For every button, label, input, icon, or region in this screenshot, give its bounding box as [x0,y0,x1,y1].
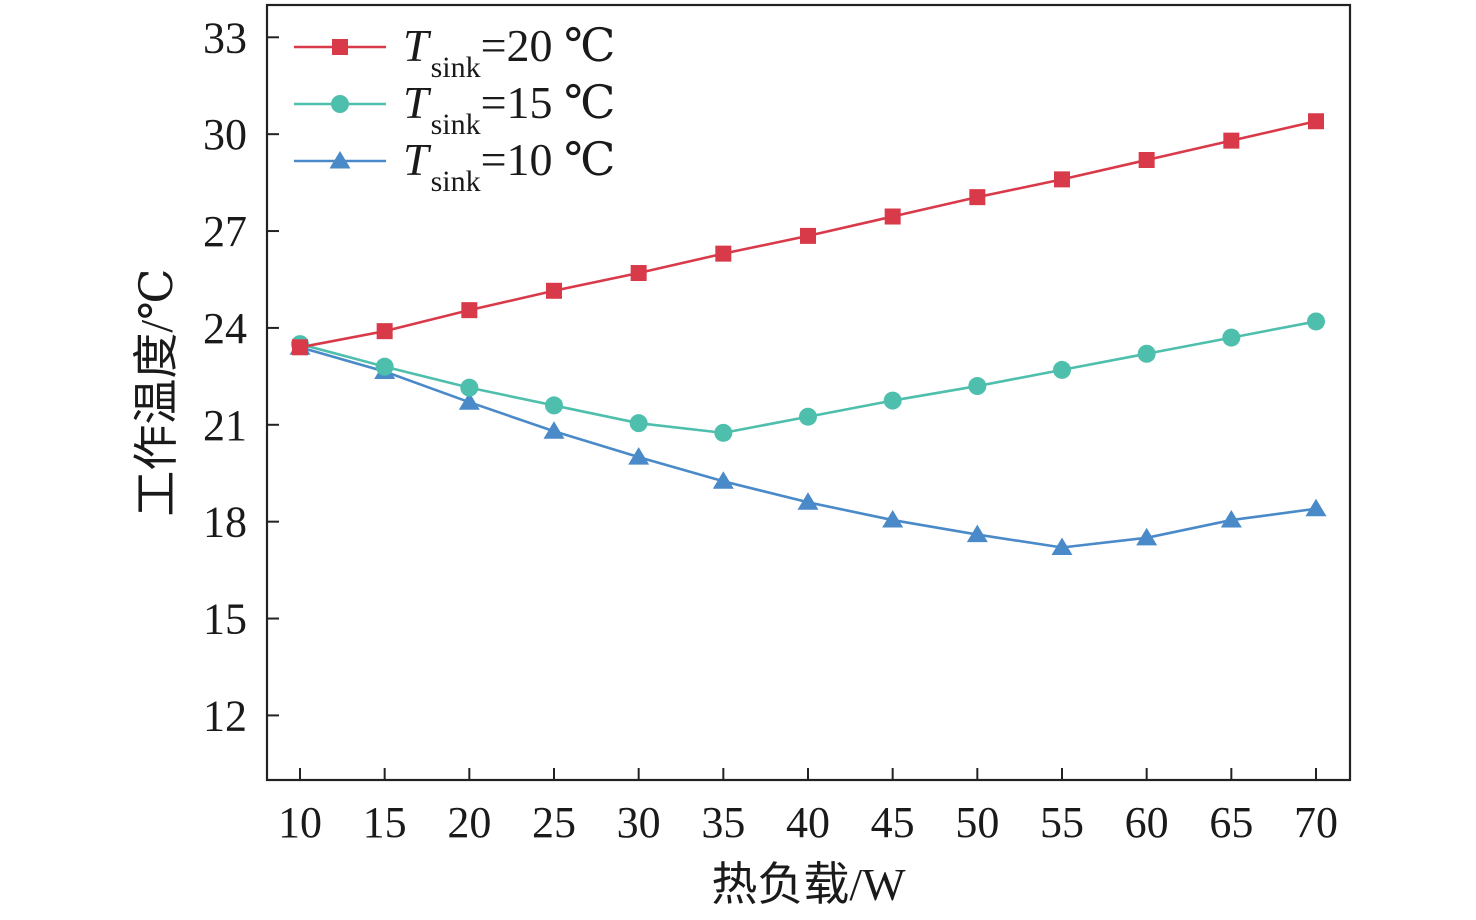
data-point [543,421,565,439]
series-line [299,346,1317,549]
y-tick-label: 24 [203,304,247,353]
data-point [966,524,988,543]
data-point [712,471,734,489]
legend-label-value: =10 ℃ [481,134,616,185]
data-point [799,407,817,426]
data-point [1138,152,1155,168]
y-tick-label: 33 [203,13,247,62]
x-axis-title: 热负载/W [711,859,906,910]
legend-label-main: T [403,134,432,185]
data-point [628,447,650,465]
legend-label: Tsink=10 ℃ [403,134,616,198]
series-2 [291,312,1325,442]
data-point [968,377,987,396]
data-point [1053,360,1071,379]
data-point [461,302,478,319]
data-point [1220,510,1242,528]
x-tick-label: 50 [955,798,999,847]
legend-label-subscript: sink [431,165,481,198]
data-point [460,378,479,397]
data-point [715,245,732,262]
legend-entry: Tsink=15 ℃ [294,77,616,141]
data-point [797,492,819,510]
data-point [883,391,902,410]
x-tick-label: 45 [871,798,915,847]
data-point [1222,328,1241,347]
legend-label-value: =15 ℃ [481,77,616,128]
data-point [1136,527,1158,546]
data-point [714,423,733,442]
legend-label-subscript: sink [431,51,481,84]
y-tick-label: 21 [203,401,247,450]
y-tick-label: 30 [203,110,247,159]
plot-frame [265,3,1352,782]
legend-marker [331,95,349,113]
data-point [376,323,393,340]
data-point [545,396,563,415]
data-point [1223,132,1240,149]
data-point [1051,537,1073,555]
x-tick-label: 15 [363,798,407,847]
x-tick-label: 25 [532,798,576,847]
legend-marker [329,151,351,169]
data-point [1305,498,1327,517]
data-point [546,282,562,299]
legend-label: Tsink=20 ℃ [403,20,616,84]
x-tick-label: 60 [1125,798,1169,847]
axes: 12 15 18 21 24 27 30 33 10 15 20 25 30 35 40 45 50 55 60 65… [203,3,1352,847]
y-tick-label: 12 [203,691,247,740]
x-tick-label: 30 [617,798,661,847]
data-point [884,208,901,225]
y-tick-label: 18 [203,498,247,547]
data-point [1137,344,1156,363]
legend-entry: Tsink=10 ℃ [294,134,616,198]
y-axis-title: 工作温度/℃ [131,268,182,516]
x-tick-label: 35 [701,798,745,847]
data-point [292,339,308,356]
data-point [800,227,816,244]
legend-label-subscript: sink [431,108,481,141]
legend-label: Tsink=15 ℃ [403,77,616,141]
series-layer [289,113,1327,555]
data-point [458,392,480,410]
x-tick-label: 65 [1209,798,1253,847]
x-tick-label: 55 [1040,798,1084,847]
data-point [969,189,986,206]
y-tick-label: 27 [203,207,247,256]
data-point [630,265,647,282]
data-point [375,357,394,376]
legend-entry: Tsink=20 ℃ [294,20,616,84]
legend-marker [332,39,348,55]
legend-label-main: T [403,77,432,128]
series-3 [289,337,1327,555]
data-point [882,510,904,528]
legend-label-value: =20 ℃ [481,20,616,71]
legend-label-main: T [403,20,432,71]
data-point [1307,312,1325,331]
series-1 [292,113,1324,356]
data-point [1308,113,1324,130]
data-point [1054,171,1070,188]
y-tick-label: 15 [203,595,247,644]
x-tick-label: 70 [1294,798,1338,847]
x-tick-label: 20 [447,798,491,847]
x-tick-label: 10 [278,798,322,847]
data-point [629,414,648,433]
x-tick-label: 40 [786,798,830,847]
